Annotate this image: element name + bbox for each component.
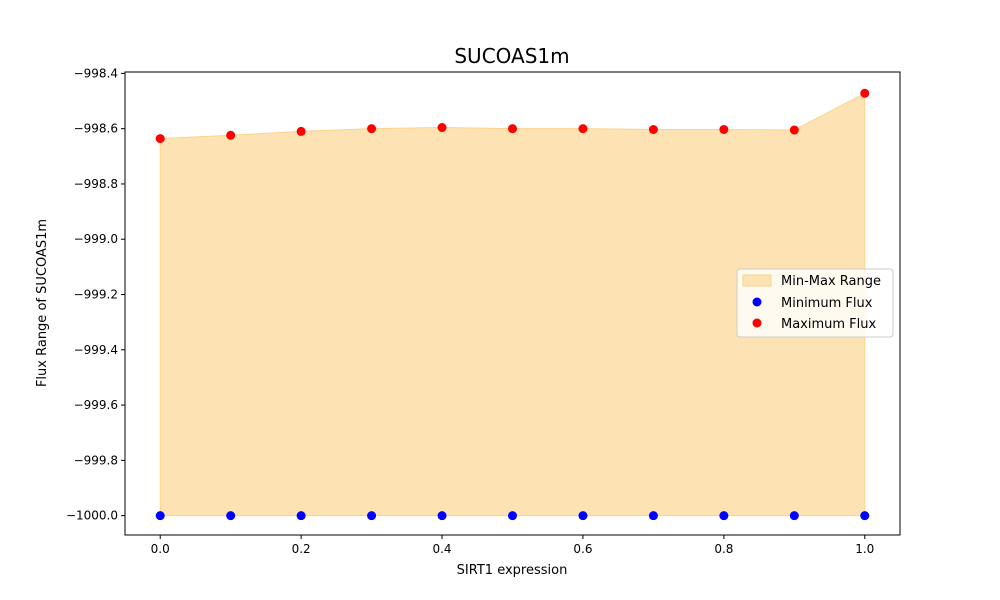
maximum-flux-point: [860, 88, 870, 98]
legend-label-range: Min-Max Range: [781, 274, 881, 289]
legend-marker-maximum: [752, 318, 762, 328]
x-tick-label: 0.0: [151, 542, 170, 556]
x-tick-label: 0.6: [573, 542, 592, 556]
maximum-flux-point: [155, 134, 165, 144]
legend-swatch-range: [742, 274, 772, 287]
x-tick-label: 0.4: [432, 542, 451, 556]
minimum-flux-point: [578, 511, 588, 521]
legend-label-minimum: Minimum Flux: [781, 296, 873, 311]
maximum-flux-point: [508, 124, 517, 134]
y-axis-label: Flux Range of SUCOAS1m: [35, 219, 50, 387]
minimum-flux-point: [226, 511, 236, 521]
chart-title: SUCOAS1m: [454, 44, 569, 68]
y-tick-label: −999.0: [74, 232, 118, 246]
maximum-flux-point: [789, 125, 799, 135]
y-tick-label: −999.2: [74, 288, 118, 302]
minimum-flux-point: [437, 511, 447, 521]
maximum-flux-point: [719, 124, 729, 134]
maximum-flux-point: [437, 123, 447, 133]
minimum-flux-point: [508, 511, 517, 521]
minimum-flux-point: [789, 511, 799, 521]
y-tick-label: −998.6: [74, 122, 118, 136]
plot-frame: [124, 71, 901, 536]
maximum-flux-point: [296, 126, 306, 136]
minimum-flux-point: [719, 511, 729, 521]
y-tick-label: −999.8: [74, 453, 118, 467]
x-tick-label: 0.2: [292, 542, 311, 556]
maximum-flux-point: [226, 130, 236, 140]
minimum-flux-point: [648, 511, 658, 521]
y-tick-label: −998.4: [74, 66, 118, 80]
y-tick-label: −998.8: [74, 177, 118, 191]
legend-label-maximum: Maximum Flux: [781, 317, 877, 332]
legend-marker-minimum: [752, 297, 762, 307]
legend: Min-Max Range Minimum Flux Maximum Flux: [736, 268, 894, 338]
maximum-flux-point: [367, 124, 377, 134]
minimum-flux-point: [155, 511, 165, 521]
x-tick-label: 0.8: [714, 542, 733, 556]
minimum-flux-point: [860, 511, 870, 521]
y-tick-label: −999.6: [74, 398, 118, 412]
x-tick-label: 1.0: [855, 542, 874, 556]
x-axis-label: SIRT1 expression: [457, 563, 568, 578]
minimum-flux-point: [367, 511, 377, 521]
legend-box: [736, 268, 894, 338]
minimum-flux-point: [296, 511, 306, 521]
maximum-flux-point: [648, 124, 658, 134]
maximum-flux-point: [578, 124, 588, 134]
y-tick-label: −999.4: [74, 343, 118, 357]
y-tick-label: −1000.0: [66, 509, 118, 523]
